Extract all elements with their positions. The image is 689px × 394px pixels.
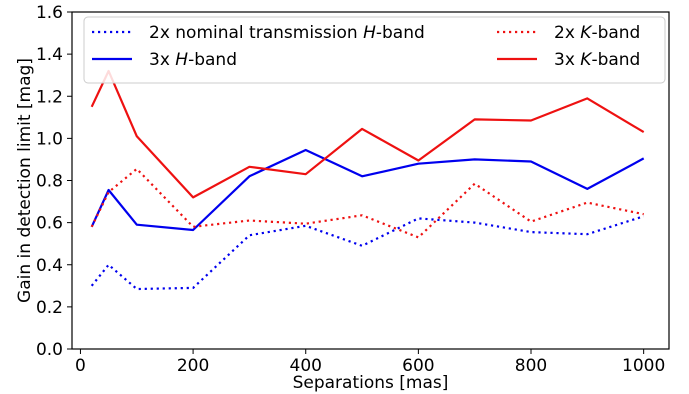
y-tick-label-5: 1.0 [36,129,63,149]
x-tick-label-2: 400 [290,356,322,376]
series-line-1 [90,148,645,232]
legend-label-3-part-2: -band [591,50,640,70]
legend-label-2: 2x K-band [554,23,640,43]
x-tick-label-5: 1000 [622,356,665,376]
legend-label-3: 3x K-band [554,50,640,70]
legend-label-0-part-0: 2x nominal transmission [149,23,363,43]
series-line-2 [90,167,644,239]
series-line-3 [90,69,645,199]
y-tick-label-7: 1.4 [36,45,63,65]
legend-label-1-part-2: -band [188,50,237,70]
legend-label-1-part-0: 3x [149,50,175,70]
y-tick-label-6: 1.2 [36,87,63,107]
series-layer [90,69,645,291]
legend-label-0-part-2: -band [376,23,425,43]
y-tick-label-0: 0.0 [36,340,63,360]
x-tick-label-0: 0 [75,356,86,376]
y-tick-label-1: 0.2 [36,298,63,318]
y-tick-label-3: 0.6 [36,214,63,234]
x-tick-label-4: 800 [515,356,547,376]
y-tick-label-4: 0.8 [36,172,63,192]
x-tick-label-3: 600 [402,356,434,376]
legend-label-0: 2x nominal transmission H-band [149,23,425,43]
legend-label-2-part-1: K [580,23,593,43]
legend-label-2-part-2: -band [591,23,640,43]
legend-frame [83,16,666,84]
series-line-0 [90,215,645,291]
legend-label-1-part-1: H [175,50,188,70]
legend-label-1: 3x H-band [149,50,237,70]
y-tick-label-8: 1.6 [36,3,63,23]
legend-label-0-part-1: H [363,23,376,43]
x-tick-label-1: 200 [177,356,209,376]
legend-label-2-part-0: 2x [554,23,580,43]
legend-label-3-part-0: 3x [554,50,580,70]
ticks-layer: 0 200 400 600 800 1000 0.0 0.2 0.4 0.6 0.8 1.0 1.2 1.… [36,3,665,376]
y-axis-label: Gain in detection limit [mag] [15,58,35,303]
y-tick-label-2: 0.4 [36,256,63,276]
x-axis-label: Separations [mas] [293,373,449,393]
legend-label-3-part-1: K [580,50,593,70]
